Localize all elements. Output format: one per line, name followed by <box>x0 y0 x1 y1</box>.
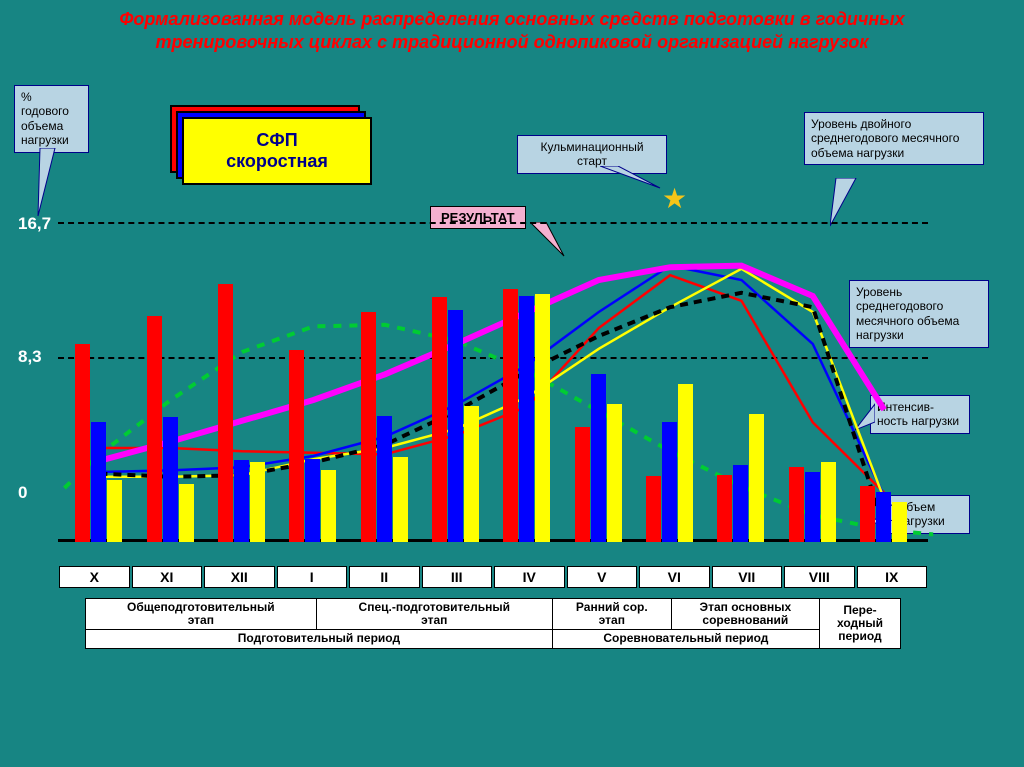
xaxis-cell: XI <box>132 566 203 588</box>
bar <box>607 404 622 542</box>
bar-group <box>789 462 853 542</box>
bar <box>535 294 550 542</box>
period-cell: Общеподготовительный этап <box>86 599 317 630</box>
yaxis-callout: % годового объема нагрузки <box>14 85 89 153</box>
period-cell: Подготовительный период <box>86 630 553 648</box>
bar <box>464 406 479 542</box>
bar <box>805 472 820 542</box>
xaxis-cell: VI <box>639 566 710 588</box>
period-cell: Этап основных соревнований <box>671 599 819 630</box>
xaxis-cell: XII <box>204 566 275 588</box>
xaxis-cell: VIII <box>784 566 855 588</box>
bar-group <box>717 414 781 542</box>
bar <box>717 475 732 542</box>
bar <box>591 374 606 542</box>
xaxis-cell: III <box>422 566 493 588</box>
bar-group <box>503 289 567 542</box>
xaxis-cell: I <box>277 566 348 588</box>
bar <box>179 484 194 542</box>
bar <box>789 467 804 542</box>
ylabel-mid: 8,3 <box>18 347 42 367</box>
bar <box>503 289 518 542</box>
xaxis-cell: II <box>349 566 420 588</box>
bar <box>91 422 106 542</box>
bar <box>860 486 875 542</box>
chart-area <box>58 222 928 542</box>
period-cell: Пере- ходный период <box>819 599 900 649</box>
double-tail <box>830 178 880 228</box>
xaxis-cell: X <box>59 566 130 588</box>
bar <box>163 417 178 542</box>
bar <box>662 422 677 542</box>
sfp-card: СФП скоростная <box>170 105 375 185</box>
ylabel-zero: 0 <box>18 483 27 503</box>
bar-group <box>289 350 353 542</box>
bar-group <box>860 486 924 542</box>
star-icon: ★ <box>662 182 687 215</box>
ylabel-high: 16,7 <box>18 214 51 234</box>
bar <box>749 414 764 542</box>
bar <box>432 297 447 542</box>
bar <box>678 384 693 542</box>
periods-table: Общеподготовительный этапСпец.-подготови… <box>85 598 901 649</box>
bar-group <box>646 384 710 542</box>
bar-group <box>575 374 639 542</box>
bar <box>321 470 336 542</box>
bar <box>361 312 376 542</box>
bar <box>892 502 907 542</box>
xaxis-cell: VII <box>712 566 783 588</box>
card-line1: СФП <box>184 130 370 151</box>
bar-group <box>75 344 139 542</box>
bar <box>646 476 661 542</box>
period-cell: Спец.-подготовительный этап <box>316 599 552 630</box>
bar <box>250 462 265 542</box>
bar <box>575 427 590 542</box>
bar <box>234 460 249 542</box>
bar <box>75 344 90 542</box>
callout-tail <box>30 148 60 218</box>
bar-group <box>361 312 425 542</box>
culm-tail <box>600 166 670 196</box>
double-avg-callout: Уровень двойного среднегодового месячног… <box>804 112 984 165</box>
bar <box>519 296 534 542</box>
xaxis-cell: IX <box>857 566 928 588</box>
period-cell: Соревновательный период <box>552 630 819 648</box>
bar-group <box>218 284 282 542</box>
bar <box>448 310 463 542</box>
bar-group <box>147 316 211 542</box>
bar <box>289 350 304 542</box>
card-layer-yellow: СФП скоростная <box>182 117 372 185</box>
bar <box>876 492 891 542</box>
bar <box>393 457 408 542</box>
bar <box>107 480 122 542</box>
bar-group <box>432 297 496 542</box>
bar <box>733 465 748 542</box>
xaxis-cell: V <box>567 566 638 588</box>
period-cell: Ранний сор. этап <box>552 599 671 630</box>
xaxis-row: XXIXIIIIIIIIIVVVIVIIVIIIIX <box>58 566 928 588</box>
bar <box>305 459 320 542</box>
bar <box>147 316 162 542</box>
bar <box>218 284 233 542</box>
card-line2: скоростная <box>184 151 370 172</box>
bar <box>377 416 392 542</box>
page-title: Формализованная модель распределения осн… <box>0 0 1024 57</box>
bar <box>821 462 836 542</box>
xaxis-cell: IV <box>494 566 565 588</box>
